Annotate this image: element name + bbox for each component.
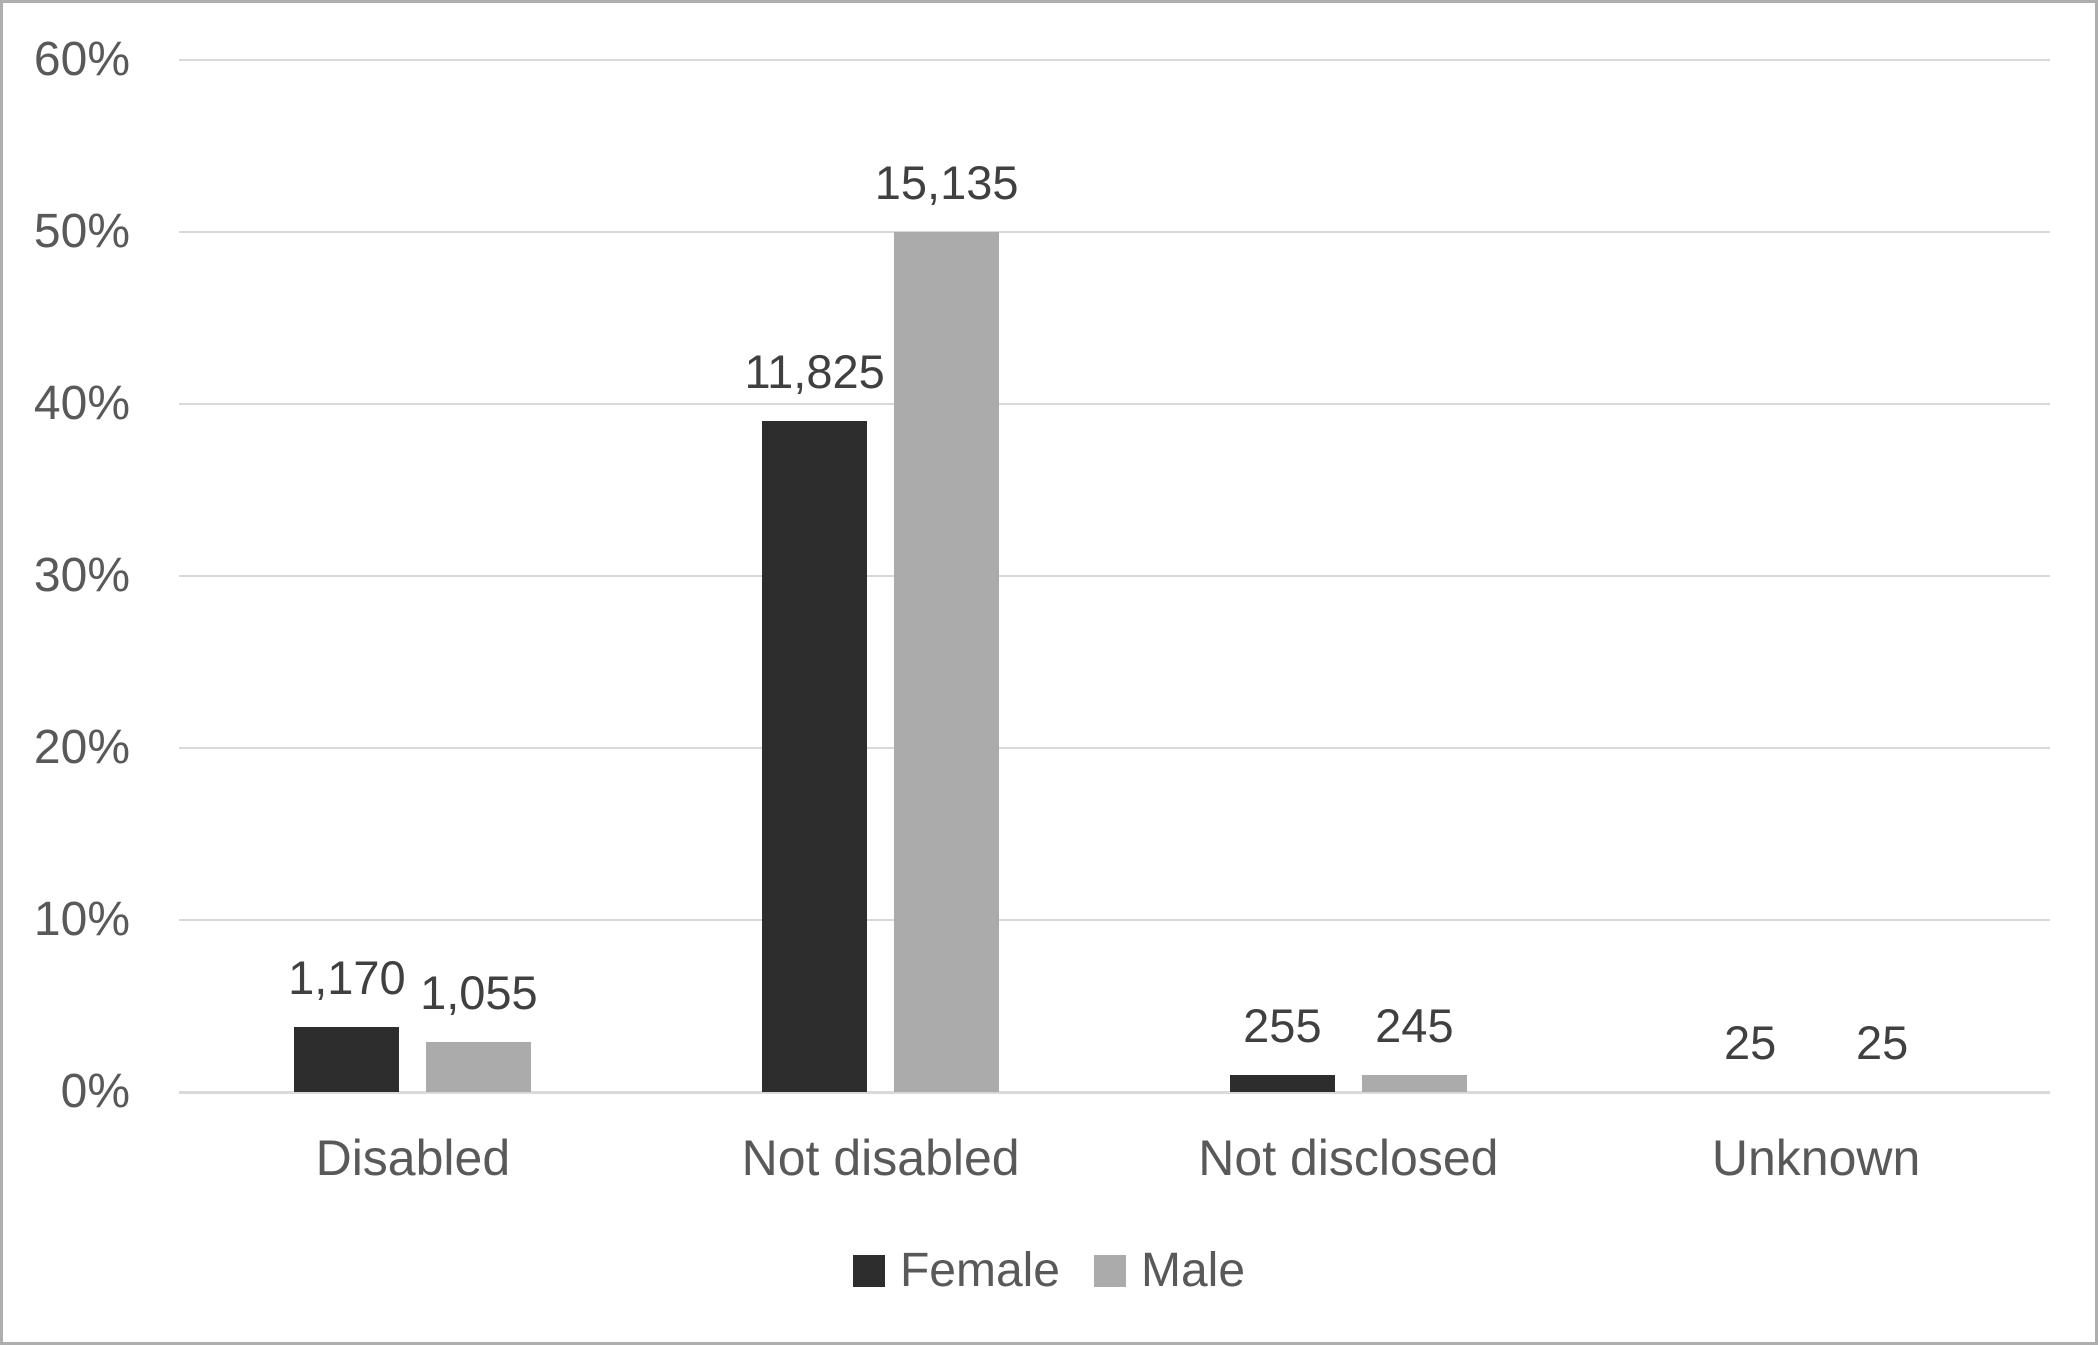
category-label-not-disclosed: Not disclosed [1198,1130,1499,1186]
legend-item-male: Male [1094,1247,1245,1295]
category-label-not-disabled: Not disabled [741,1130,1020,1186]
y-tick-label-50: 50% [33,205,130,258]
bar-group-unknown: 25 25 [1582,60,2050,1092]
data-label-male-not-disclosed: 245 [1375,998,1454,1052]
data-label-male-disabled: 1,055 [420,966,538,1020]
gridline-40 [179,403,2050,405]
gridline-50 [179,231,2050,233]
bar-female-not-disclosed: 255 [1229,1002,1335,1092]
gridline-10 [179,919,2050,921]
gridline-20 [179,747,2050,749]
category-label-disabled: Disabled [315,1130,511,1186]
legend: Female Male [3,1243,2095,1299]
bar-group-disabled: 1,170 1,055 [179,60,647,1092]
bar-group-not-disclosed: 255 245 [1115,60,1583,1092]
bar-male-not-disclosed: 245 [1361,1002,1467,1092]
bar-male-disabled: 1,055 [420,969,538,1092]
bar-male-not-disabled: 15,135 [875,159,1019,1092]
data-label-female-unknown: 25 [1723,1016,1777,1069]
data-label-male-not-disabled: 15,135 [874,156,1019,209]
legend-label-female: Female [899,1244,1060,1297]
y-tick-label-0: 0% [60,1065,130,1118]
plot-area: 1,170 1,055 11,825 15,135 255 245 25 25 [179,59,2050,1094]
legend-item-female: Female [852,1244,1060,1297]
bar-group-not-disabled: 11,825 15,135 [647,60,1115,1092]
data-label-female-not-disabled: 11,825 [744,345,885,399]
bar-female-disabled: 1,170 [288,954,406,1092]
data-label-male-unknown: 25 [1855,1016,1909,1069]
data-label-female-not-disclosed: 255 [1243,998,1322,1052]
y-tick-label-10: 10% [33,893,130,946]
y-tick-label-30: 30% [33,549,130,602]
gridline-0 [179,1091,2050,1094]
legend-swatch-male-icon [1094,1255,1126,1287]
y-tick-label-20: 20% [33,721,130,774]
data-label-female-disabled: 1,170 [288,950,406,1004]
gridline-30 [179,575,2050,577]
legend-swatch-female-icon [852,1255,885,1287]
category-label-unknown: Unknown [1711,1130,1921,1186]
bar-female-not-disabled: 11,825 [744,348,885,1092]
legend-label-male: Male [1141,1244,1246,1297]
y-tick-label-60: 60% [33,33,130,86]
y-tick-label-40: 40% [33,377,130,430]
gridline-60 [179,59,2050,61]
